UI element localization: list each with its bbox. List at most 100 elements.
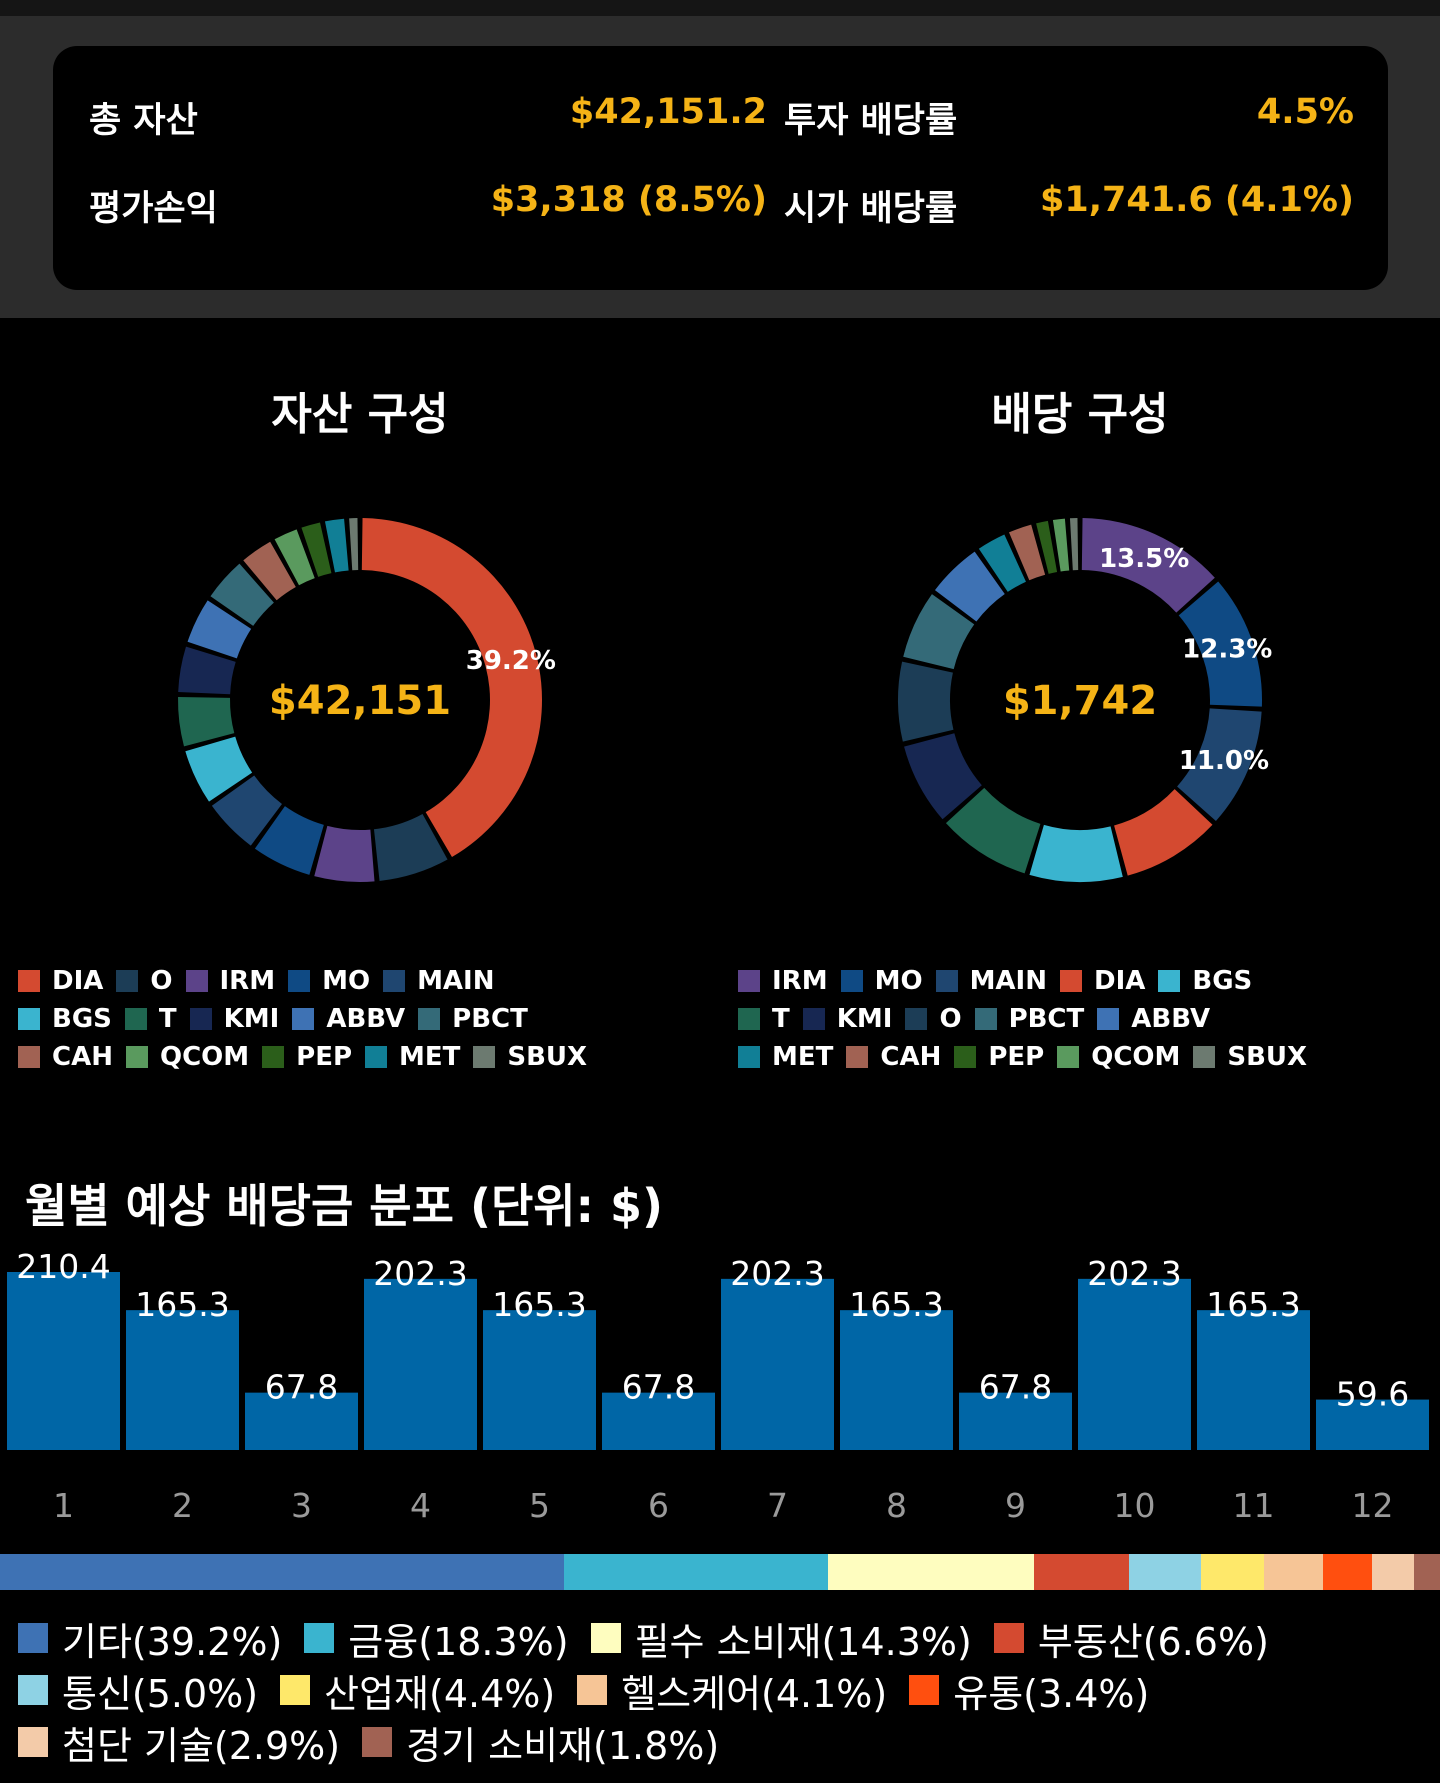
dividend-legend-item-main[interactable]: MAIN (935, 966, 1047, 996)
legend-label: T (158, 1004, 177, 1034)
asset-slice-abbv (187, 600, 252, 659)
sector-legend: 기타(39.2%) 금융(18.3%) 필수 소비재(14.3%) 부동산(6.6%)… (18, 1612, 1291, 1768)
legend-label: MO (322, 966, 371, 996)
legend-swatch (840, 970, 863, 992)
asset-legend-item-pep[interactable]: PEP (262, 1042, 352, 1072)
bar-value-label: 67.8 (265, 1368, 338, 1407)
legend-swatch (1097, 1008, 1120, 1030)
dividend-legend-item-met[interactable]: MET (738, 1042, 833, 1072)
sector-legend-item[interactable]: 첨단 기술(2.9%) (18, 1715, 340, 1770)
sector-legend-item[interactable]: 부동산(6.6%) (993, 1611, 1269, 1666)
legend-swatch (905, 1008, 928, 1030)
legend-swatch (846, 1046, 869, 1068)
sector-legend-item[interactable]: 금융(18.3%) (304, 1611, 569, 1666)
dividend-legend-item-abbv[interactable]: ABBV (1097, 1004, 1210, 1034)
sector-legend-item[interactable]: 헬스케어(4.1%) (577, 1663, 887, 1718)
asset-slice-irm (314, 825, 375, 882)
bar-month-12 (1316, 1399, 1429, 1450)
legend-swatch (304, 1623, 335, 1653)
bar-month-11 (1197, 1310, 1310, 1450)
asset-slice-mo (254, 806, 324, 875)
asset-slice-main (211, 775, 282, 846)
sector-legend-item[interactable]: 통신(5.0%) (18, 1663, 258, 1718)
asset-legend-item-sbux[interactable]: SBUX (473, 1042, 587, 1072)
asset-slice-t (178, 697, 235, 747)
asset-legend-item-cah[interactable]: CAH (18, 1042, 113, 1072)
dividend-legend-item-dia[interactable]: DIA (1060, 966, 1145, 996)
asset-legend-row: BGS T KMI ABBV PBCT (18, 1000, 600, 1038)
bar-month-7 (721, 1278, 834, 1450)
asset-legend-item-dia[interactable]: DIA (18, 966, 103, 996)
bar-month-6 (602, 1392, 715, 1450)
dividend-legend-item-irm[interactable]: IRM (738, 966, 828, 996)
asset-legend-item-mo[interactable]: MO (288, 966, 370, 996)
asset-legend-item-bgs[interactable]: BGS (18, 1004, 112, 1034)
legend-label: BGS (52, 1004, 112, 1034)
legend-swatch (124, 1008, 147, 1030)
legend-label: PEP (988, 1042, 1045, 1072)
dividend-legend-item-pbct[interactable]: PBCT (974, 1004, 1084, 1034)
legend-label: BGS (1192, 966, 1253, 996)
sector-segment-3 (1033, 1554, 1129, 1590)
bar-value-label: 202.3 (373, 1254, 467, 1293)
asset-slice-o (373, 813, 448, 881)
dividend-slice-pep (1036, 520, 1058, 574)
bar-value-label: 165.3 (135, 1285, 229, 1324)
asset-legend-item-t[interactable]: T (124, 1004, 177, 1034)
legend-label: MET (772, 1042, 834, 1072)
asset-legend-row: CAH QCOM PEP MET SBUX (18, 1038, 600, 1076)
dividend-slice-bgs (1029, 824, 1123, 882)
dividend-legend-row: MET CAH PEP QCOM SBUX (738, 1038, 1320, 1076)
asset-slice-pep (301, 522, 332, 577)
asset-legend-item-o[interactable]: O (116, 966, 173, 996)
sector-legend-item[interactable]: 기타(39.2%) (18, 1611, 282, 1666)
legend-label: ABBV (326, 1004, 406, 1034)
market-yield-value: $1,741.6 (4.1%) (1040, 180, 1354, 220)
asset-slice-pbct (210, 563, 274, 626)
sector-segment-5 (1200, 1554, 1265, 1590)
legend-swatch (292, 1008, 315, 1030)
asset-legend-item-main[interactable]: MAIN (383, 966, 495, 996)
legend-label: 필수 소비재(14.3%) (634, 1619, 972, 1664)
dividend-slice-kmi (904, 733, 982, 820)
dividend-legend-item-t[interactable]: T (738, 1004, 790, 1034)
dividend-slice-label-main: 11.0% (1179, 746, 1269, 776)
dividend-legend-item-cah[interactable]: CAH (846, 1042, 941, 1072)
asset-legend-item-kmi[interactable]: KMI (189, 1004, 279, 1034)
legend-swatch (189, 1008, 212, 1030)
sector-legend-item[interactable]: 산업재(4.4%) (280, 1663, 555, 1718)
dividend-legend-item-pep[interactable]: PEP (954, 1042, 1044, 1072)
dividend-legend-item-o[interactable]: O (905, 1004, 962, 1034)
dividend-legend-item-kmi[interactable]: KMI (802, 1004, 892, 1034)
asset-center-value: $42,151 (269, 678, 451, 724)
bar-value-label: 210.4 (16, 1247, 110, 1286)
dividend-legend-item-bgs[interactable]: BGS (1158, 966, 1252, 996)
sector-segment-9 (1414, 1554, 1440, 1590)
sector-legend-item[interactable]: 필수 소비재(14.3%) (590, 1611, 972, 1666)
legend-swatch (1158, 970, 1181, 992)
sector-legend-item[interactable]: 경기 소비재(1.8%) (362, 1715, 719, 1770)
sector-segment-7 (1323, 1554, 1373, 1590)
top-status-strip (0, 0, 1440, 16)
asset-legend-item-pbct[interactable]: PBCT (418, 1004, 528, 1034)
legend-swatch (738, 970, 760, 992)
legend-label: ABBV (1131, 1004, 1211, 1034)
asset-legend-item-qcom[interactable]: QCOM (125, 1042, 249, 1072)
dividend-legend-item-sbux[interactable]: SBUX (1193, 1042, 1307, 1072)
legend-label: O (939, 1004, 962, 1034)
asset-legend-item-met[interactable]: MET (365, 1042, 460, 1072)
sector-legend-item[interactable]: 유통(3.4%) (909, 1663, 1149, 1718)
legend-label: PBCT (452, 1004, 528, 1034)
legend-label: O (150, 966, 173, 996)
legend-swatch (577, 1675, 608, 1705)
sector-legend-row: 기타(39.2%) 금융(18.3%) 필수 소비재(14.3%) 부동산(6.6%) (18, 1612, 1291, 1664)
dividend-legend-item-qcom[interactable]: QCOM (1057, 1042, 1180, 1072)
asset-slice-met (324, 518, 349, 573)
asset-composition-donut: 39.2% $42,151 (178, 518, 556, 882)
bar-month-2 (126, 1310, 239, 1450)
dividend-legend-item-mo[interactable]: MO (840, 966, 923, 996)
asset-legend-item-irm[interactable]: IRM (185, 966, 275, 996)
legend-label: 첨단 기술(2.9%) (62, 1723, 341, 1768)
asset-legend-item-abbv[interactable]: ABBV (292, 1004, 405, 1034)
legend-label: QCOM (1091, 1042, 1181, 1072)
